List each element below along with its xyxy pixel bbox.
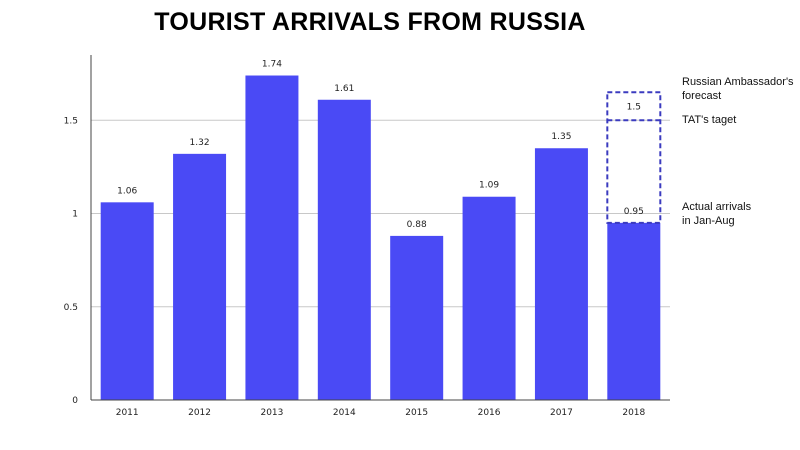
value-label-2012: 1.32 xyxy=(190,138,210,148)
x-tick-label-2014: 2014 xyxy=(333,408,356,418)
x-tick-label-2015: 2015 xyxy=(405,408,428,418)
forecast-annotation: Russian Ambassador's forecast xyxy=(682,76,794,102)
bar-2012 xyxy=(173,153,227,400)
value-label-2013: 1.74 xyxy=(262,60,282,70)
x-tick-label-2012: 2012 xyxy=(188,408,211,418)
bars xyxy=(100,75,661,400)
x-tick-label-2011: 2011 xyxy=(116,408,139,418)
axes xyxy=(90,55,670,401)
target-value-label: 1.5 xyxy=(627,102,641,112)
bar-2018 xyxy=(607,222,661,400)
x-tick-label-2018: 2018 xyxy=(622,408,645,418)
value-label-2018: 0.95 xyxy=(624,207,644,217)
x-tick-label-2017: 2017 xyxy=(550,408,573,418)
value-label-2016: 1.09 xyxy=(479,181,499,191)
x-tick-label-2016: 2016 xyxy=(478,408,501,418)
y-tick-label: 0 xyxy=(72,396,78,406)
y-tick-label: 1 xyxy=(72,210,78,220)
labels: 0 0.5 1 1.5 1.06 2011 1.32 2012 1.74 2013 1.61 2014… xyxy=(64,60,646,418)
bar-2015 xyxy=(390,235,444,400)
bar-2017 xyxy=(534,148,588,400)
x-tick-label-2013: 2013 xyxy=(260,408,283,418)
value-label-2017: 1.35 xyxy=(551,132,571,142)
bar-2011 xyxy=(100,202,154,400)
value-label-2011: 1.06 xyxy=(117,186,137,196)
annotations: 1.5 Russian Ambassador's forecast TAT's tag… xyxy=(606,76,794,227)
y-tick-label: 1.5 xyxy=(64,116,78,126)
bar-2014 xyxy=(317,99,371,400)
value-label-2014: 1.61 xyxy=(334,84,354,94)
value-label-2015: 0.88 xyxy=(407,220,427,230)
chart-title: TOURIST ARRIVALS FROM RUSSIA xyxy=(154,8,586,36)
y-tick-label: 0.5 xyxy=(64,303,78,313)
bar-2016 xyxy=(462,196,516,400)
bar-2013 xyxy=(245,75,299,400)
target-annotation: TAT's taget xyxy=(682,114,736,126)
forecast-box xyxy=(606,91,662,224)
actual-annotation: Actual arrivals in Jan-Aug xyxy=(682,201,752,227)
